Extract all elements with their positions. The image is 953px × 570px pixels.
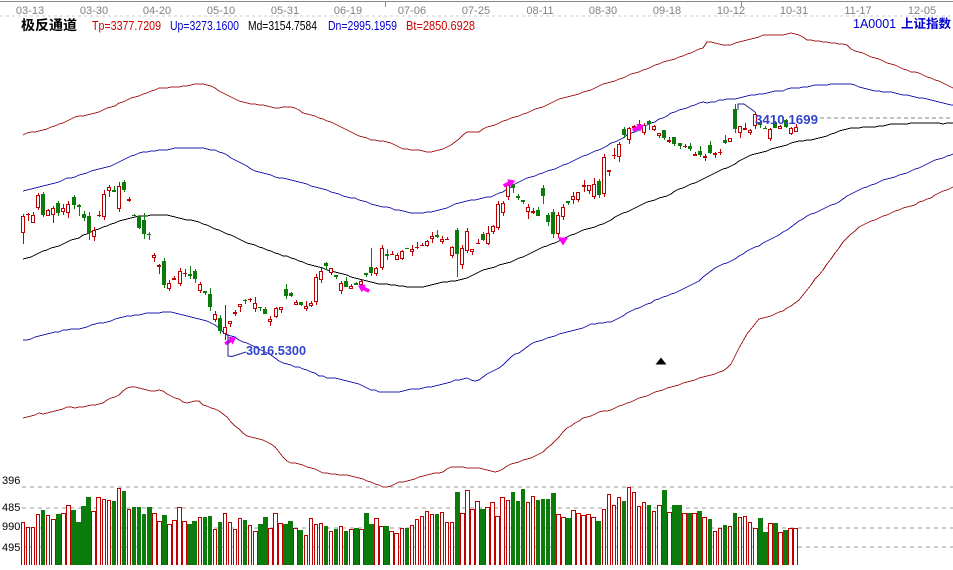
svg-text:Bt=2850.6928: Bt=2850.6928: [406, 19, 475, 33]
svg-text:Tp=3377.7209: Tp=3377.7209: [92, 19, 161, 33]
svg-text:03-30: 03-30: [80, 5, 108, 17]
svg-text:04-20: 04-20: [143, 5, 171, 17]
svg-text:Up=3273.1600: Up=3273.1600: [170, 19, 239, 33]
svg-text:11-17: 11-17: [844, 5, 871, 17]
svg-text:396: 396: [2, 475, 20, 487]
svg-text:1A0001: 1A0001: [853, 17, 896, 31]
svg-text:990: 990: [2, 521, 20, 533]
svg-text:03-13: 03-13: [16, 5, 44, 17]
svg-text:07-06: 07-06: [398, 5, 426, 17]
svg-text:06-19: 06-19: [334, 5, 362, 17]
svg-text:08-30: 08-30: [589, 5, 617, 17]
svg-text:10-31: 10-31: [780, 5, 808, 17]
svg-text:12-05: 12-05: [908, 5, 936, 17]
svg-text:495: 495: [2, 542, 20, 554]
svg-text:3410.1699: 3410.1699: [755, 112, 818, 127]
svg-text:05-31: 05-31: [271, 5, 299, 17]
svg-text:485: 485: [2, 502, 20, 514]
svg-text:Dn=2995.1959: Dn=2995.1959: [328, 19, 397, 33]
svg-text:Md=3154.7584: Md=3154.7584: [248, 19, 317, 33]
svg-text:08-11: 08-11: [526, 5, 553, 17]
svg-text:07-25: 07-25: [462, 5, 490, 17]
svg-text:10-12: 10-12: [717, 5, 745, 17]
svg-text:09-18: 09-18: [653, 5, 681, 17]
svg-text:3016.5300: 3016.5300: [246, 343, 306, 358]
svg-text:05-10: 05-10: [207, 5, 235, 17]
